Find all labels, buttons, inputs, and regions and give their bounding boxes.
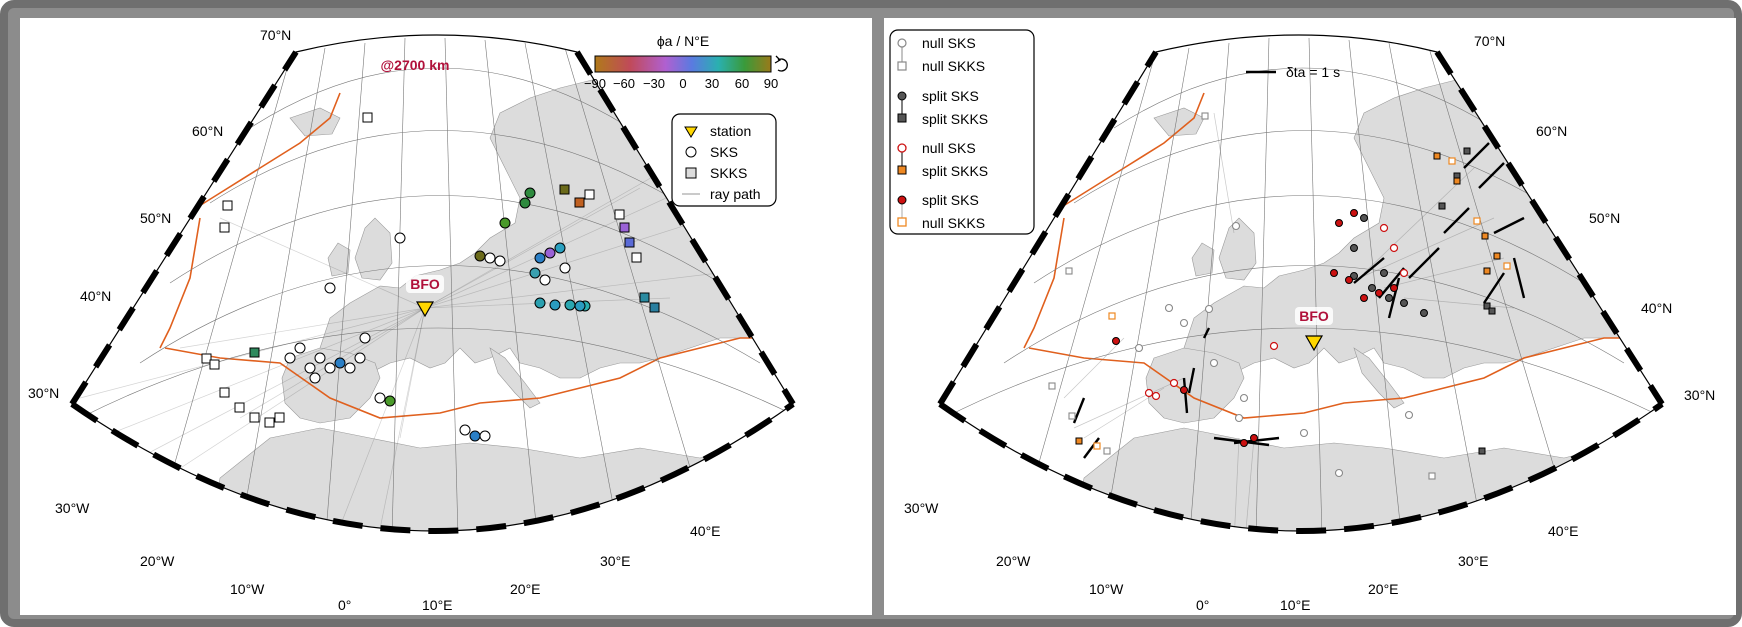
legend-label-split-skks-orange: split SKKS: [922, 163, 988, 179]
plate-boundary-line: [159, 92, 780, 419]
orange-square-icon: [897, 165, 907, 175]
lon-label-40e: 40°E: [1548, 523, 1579, 539]
legend-label-null-skks: null SKKS: [922, 58, 985, 74]
split-sks-red-markers: [1112, 209, 1398, 447]
colorbar-title: ϕa / N°E: [657, 33, 709, 49]
lon-label-20w: 20°W: [140, 553, 175, 569]
lon-label-30w: 30°W: [55, 500, 90, 516]
null-sks-markers: [1134, 221, 1414, 478]
cyclic-arrow-icon: [774, 55, 788, 72]
britain-landmass: [1218, 217, 1257, 281]
lat-label-40n: 40°N: [80, 288, 111, 304]
map-frame-west: [937, 50, 1159, 406]
colorbar-gradient: [594, 55, 772, 73]
lon-label-0: 0°: [1196, 597, 1209, 613]
left-map-svg: BFO @2700 km 70°N 60°N 50°N 40°N 30°N 30…: [28, 27, 796, 613]
colorbar-tick: 0: [679, 76, 686, 91]
lon-label-30e: 30°E: [600, 553, 631, 569]
map-frame-east: [1434, 50, 1665, 406]
colorbar-tick: 60: [735, 76, 749, 91]
map-frame-south: [938, 401, 1664, 534]
bfo-label-box: BFO: [406, 275, 444, 293]
bfo-station-label: BFO: [1299, 308, 1329, 324]
map-frame-east: [574, 50, 796, 406]
lat-label-30n: 30°N: [28, 385, 59, 401]
plate-boundary-line: [1023, 92, 1644, 419]
right-legend: null SKS null SKKS split SKS split SKKS …: [889, 29, 1035, 235]
depth-label: @2700 km: [381, 57, 450, 73]
italy-landmass: [489, 347, 541, 409]
lat-label-70n: 70°N: [260, 27, 291, 43]
colorbar-tick: 90: [764, 76, 778, 91]
lon-label-10w: 10°W: [230, 581, 265, 597]
legend-label-split-sks-red: split SKS: [922, 192, 979, 208]
left-map-panel: BFO @2700 km 70°N 60°N 50°N 40°N 30°N 30…: [20, 18, 872, 615]
lon-label-20w: 20°W: [996, 553, 1031, 569]
iceland-landmass: [1153, 107, 1205, 137]
square-icon: [685, 167, 697, 179]
lon-label-10e: 10°E: [1280, 597, 1311, 613]
lon-label-30e: 30°E: [1458, 553, 1489, 569]
null-skks-orange-markers: [1093, 157, 1511, 450]
lon-label-30w: 30°W: [904, 500, 939, 516]
ray-connections: [1063, 112, 1515, 531]
map-frame-west: [69, 50, 299, 406]
lat-label-40n: 40°N: [1641, 300, 1672, 316]
legend-label-null-sks: null SKS: [922, 35, 976, 51]
legend-label-split-skks: split SKKS: [922, 111, 988, 127]
map-frame-south: [70, 401, 795, 534]
lon-label-10e: 10°E: [422, 597, 453, 613]
iceland-landmass: [289, 107, 341, 137]
lon-label-20e: 20°E: [510, 581, 541, 597]
lon-label-0: 0°: [338, 597, 351, 613]
lon-label-20e: 20°E: [1368, 581, 1399, 597]
lat-label-50n: 50°N: [1589, 210, 1620, 226]
sks-markers: [284, 187, 591, 442]
bfo-station-marker: [1304, 335, 1324, 352]
orange-open-square-icon: [897, 217, 907, 227]
colorbar: ϕa / N°E −90 −60 −30 0 30 60 90: [584, 33, 788, 91]
gray-open-square-icon: [897, 61, 907, 71]
ireland-landmass: [1191, 242, 1215, 277]
ireland-landmass: [327, 242, 351, 277]
skks-markers: [201, 112, 660, 428]
colorbar-tick: −30: [643, 76, 665, 91]
legend-label-split-sks: split SKS: [922, 88, 979, 104]
lat-label-70n: 70°N: [1474, 33, 1505, 49]
lat-label-50n: 50°N: [140, 210, 171, 226]
britain-landmass: [354, 217, 393, 281]
bfo-station-marker: [415, 301, 435, 318]
left-legend: station SKS SKKS ray path: [671, 113, 777, 207]
legend-label-ray-path: ray path: [710, 186, 761, 202]
lat-label-60n: 60°N: [192, 123, 223, 139]
circle-icon: [685, 146, 697, 158]
colorbar-tick: 30: [705, 76, 719, 91]
lat-label-60n: 60°N: [1536, 123, 1567, 139]
colorbar-tick: −90: [584, 76, 606, 91]
legend-label-null-skks-orange: null SKKS: [922, 215, 985, 231]
iberia-landmass: [1145, 347, 1245, 424]
legend-label-null-sks-red: null SKS: [922, 140, 976, 156]
legend-label-skks: SKKS: [710, 165, 747, 181]
triangle-icon: [684, 126, 698, 138]
legend-label-station: station: [710, 123, 751, 139]
italy-landmass: [1353, 347, 1405, 409]
legend-label-sks: SKS: [710, 144, 738, 160]
right-map-panel: BFO δta = 1 s 70°N 60°N 50°N 40°N 30°N 3…: [884, 18, 1736, 615]
lon-label-40e: 40°E: [690, 523, 721, 539]
lon-label-10w: 10°W: [1089, 581, 1124, 597]
split-skks-markers: [1438, 147, 1496, 455]
lat-label-30n: 30°N: [1684, 387, 1715, 403]
bfo-label-box: BFO: [1295, 307, 1333, 325]
left-map-body: BFO @2700 km: [72, 35, 793, 531]
split-skks-orange-markers: [1075, 152, 1501, 445]
bfo-station-label: BFO: [410, 276, 440, 292]
colorbar-tick: −60: [613, 76, 635, 91]
null-sks-red-markers: [1144, 223, 1409, 401]
right-map-svg: BFO δta = 1 s 70°N 60°N 50°N 40°N 30°N 3…: [889, 29, 1715, 613]
scale-bar-label: δta = 1 s: [1286, 64, 1340, 80]
split-bars: [1072, 142, 1526, 459]
dark-square-icon: [897, 113, 907, 123]
